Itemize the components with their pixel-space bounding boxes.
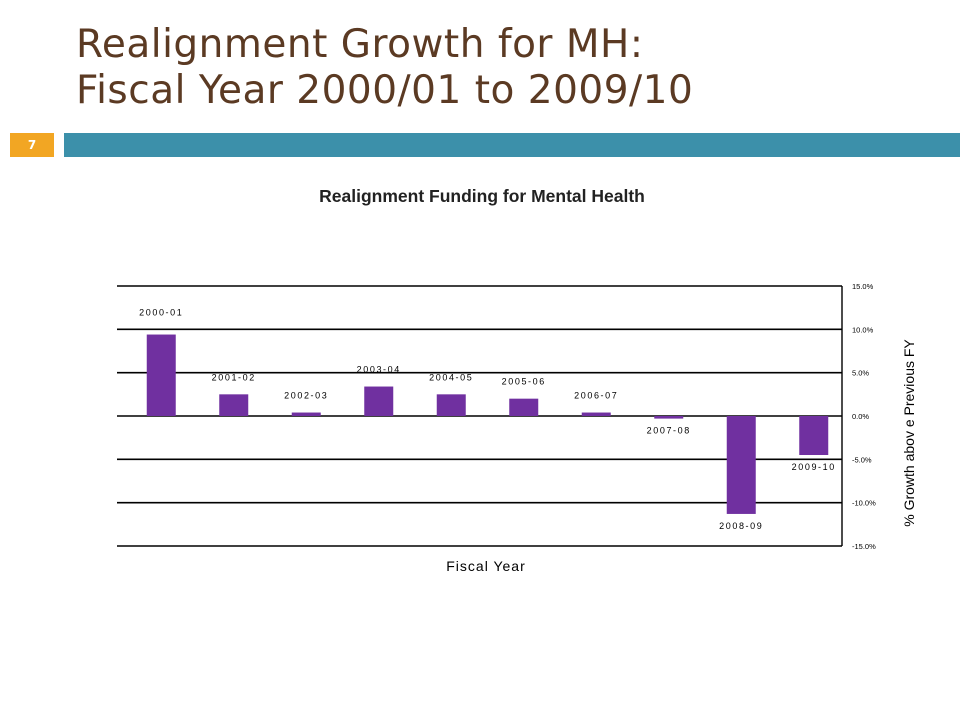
- category-label: 2007-08: [647, 426, 691, 436]
- chart-title: Realignment Funding for Mental Health: [319, 186, 645, 206]
- category-label: 2002-03: [284, 391, 328, 401]
- category-label: 2006-07: [574, 391, 618, 401]
- bar: [726, 416, 756, 514]
- category-label: 2003-04: [357, 365, 401, 375]
- y-axis-title: % Growth abov e Previous FY: [901, 339, 917, 527]
- bar: [146, 334, 176, 416]
- bar: [654, 416, 684, 419]
- x-axis-title: Fiscal Year: [446, 558, 525, 574]
- y-tick-label: 0.0%: [852, 412, 869, 421]
- category-label: 2009-10: [792, 462, 836, 472]
- y-tick-label: -15.0%: [852, 542, 876, 551]
- y-tick-label: 5.0%: [852, 369, 869, 378]
- y-tick-label: -10.0%: [852, 499, 876, 508]
- slide-title-line-2: Fiscal Year 2000/01 to 2009/10: [76, 68, 694, 113]
- category-label: 2008-09: [719, 521, 763, 531]
- category-label: 2001-02: [212, 372, 256, 382]
- slide-title: Realignment Growth for MH: Fiscal Year 2…: [76, 22, 936, 114]
- slide-title-line-1: Realignment Growth for MH:: [76, 22, 644, 67]
- bar: [219, 394, 249, 416]
- y-tick-label: -5.0%: [852, 455, 872, 464]
- category-label: 2005-06: [502, 377, 546, 387]
- category-label: 2004-05: [429, 372, 473, 382]
- bar: [291, 412, 321, 416]
- bar: [509, 398, 539, 416]
- category-label: 2000-01: [139, 308, 183, 318]
- bar: [364, 386, 394, 416]
- y-tick-label: 15.0%: [852, 282, 874, 291]
- bar: [799, 416, 829, 455]
- title-divider-bar: [64, 133, 960, 157]
- page-number-badge: 7: [10, 133, 54, 157]
- bar: [436, 394, 466, 416]
- bar: [581, 412, 611, 416]
- y-tick-label: 10.0%: [852, 325, 874, 334]
